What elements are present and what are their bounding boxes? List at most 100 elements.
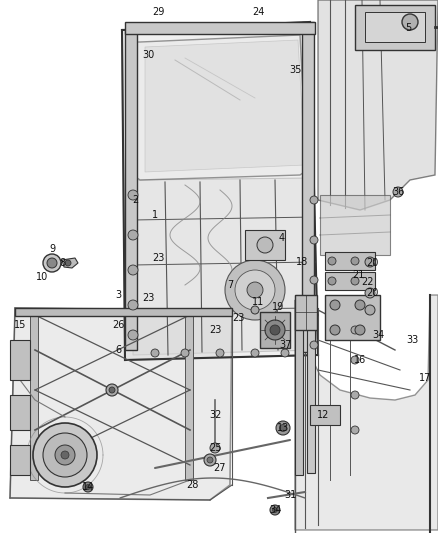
Circle shape (225, 260, 285, 320)
Circle shape (106, 384, 118, 396)
Text: 23: 23 (209, 325, 221, 335)
Circle shape (65, 260, 71, 266)
Bar (295, 295, 317, 330)
Text: 15: 15 (14, 320, 26, 330)
Circle shape (310, 341, 318, 349)
Text: 32: 32 (209, 410, 221, 420)
Circle shape (83, 482, 93, 492)
Circle shape (330, 325, 340, 335)
Text: 18: 18 (296, 257, 308, 267)
Bar (325, 295, 380, 340)
Bar (307, 298, 315, 473)
Circle shape (265, 320, 285, 340)
Text: 23: 23 (152, 253, 164, 263)
Circle shape (365, 257, 375, 267)
Text: 30: 30 (142, 50, 154, 60)
Polygon shape (318, 0, 438, 210)
Circle shape (251, 306, 259, 314)
Text: 10: 10 (36, 272, 48, 282)
Bar (185, 315, 193, 480)
Text: 8: 8 (59, 258, 65, 268)
Bar (260, 312, 290, 348)
Circle shape (281, 349, 289, 357)
Circle shape (351, 426, 359, 434)
Polygon shape (133, 178, 315, 355)
Circle shape (181, 349, 189, 357)
Circle shape (43, 254, 61, 272)
Polygon shape (295, 295, 438, 530)
Circle shape (351, 326, 359, 334)
Text: 2: 2 (132, 195, 138, 205)
Text: 20: 20 (366, 258, 378, 268)
Text: 9: 9 (49, 244, 55, 254)
Text: 21: 21 (352, 270, 364, 280)
Circle shape (109, 387, 115, 393)
Text: 31: 31 (284, 490, 296, 500)
Circle shape (276, 421, 290, 435)
Circle shape (216, 349, 224, 357)
Polygon shape (145, 40, 305, 172)
Circle shape (355, 325, 365, 335)
Text: 37: 37 (279, 340, 291, 350)
Text: 13: 13 (277, 423, 289, 433)
Circle shape (351, 391, 359, 399)
Text: 36: 36 (392, 187, 404, 197)
Circle shape (55, 445, 75, 465)
Circle shape (128, 330, 138, 340)
Circle shape (251, 349, 259, 357)
Text: 4: 4 (279, 233, 285, 243)
Circle shape (270, 505, 280, 515)
Bar (295, 295, 303, 475)
Bar (10, 340, 30, 380)
Circle shape (210, 443, 220, 453)
Circle shape (43, 433, 87, 477)
Polygon shape (62, 258, 78, 268)
Circle shape (270, 325, 280, 335)
Text: 20: 20 (366, 288, 378, 298)
Text: 33: 33 (406, 335, 418, 345)
Bar (325, 272, 375, 290)
Circle shape (393, 187, 403, 197)
Circle shape (328, 257, 336, 265)
Text: 27: 27 (214, 463, 226, 473)
Text: 19: 19 (272, 302, 284, 312)
Text: 24: 24 (252, 7, 264, 17)
Circle shape (128, 300, 138, 310)
Circle shape (128, 190, 138, 200)
Circle shape (310, 236, 318, 244)
Circle shape (128, 230, 138, 240)
Text: 11: 11 (252, 297, 264, 307)
Text: 14: 14 (82, 482, 94, 492)
Bar (125, 30, 137, 350)
Text: 7: 7 (227, 280, 233, 290)
Bar (10, 445, 30, 475)
Circle shape (351, 356, 359, 364)
Text: 12: 12 (317, 410, 329, 420)
Bar (125, 22, 315, 34)
Circle shape (365, 288, 375, 298)
Circle shape (310, 196, 318, 204)
Text: 16: 16 (354, 355, 366, 365)
Circle shape (328, 277, 336, 285)
Circle shape (151, 349, 159, 357)
Text: 3: 3 (115, 290, 121, 300)
Circle shape (279, 424, 286, 432)
Text: 1: 1 (152, 210, 158, 220)
Polygon shape (10, 308, 232, 500)
Circle shape (272, 507, 278, 513)
Circle shape (207, 457, 213, 463)
Bar (30, 315, 38, 480)
Circle shape (402, 14, 418, 30)
Bar (325, 252, 375, 270)
Circle shape (247, 282, 263, 298)
Circle shape (204, 454, 216, 466)
Circle shape (365, 305, 375, 315)
Circle shape (47, 258, 57, 268)
Bar (365, 12, 425, 42)
Bar (355, 5, 435, 50)
Polygon shape (133, 35, 307, 180)
Text: 26: 26 (112, 320, 124, 330)
Text: 6: 6 (115, 345, 121, 355)
Text: 22: 22 (362, 277, 374, 287)
Text: 23: 23 (142, 293, 154, 303)
